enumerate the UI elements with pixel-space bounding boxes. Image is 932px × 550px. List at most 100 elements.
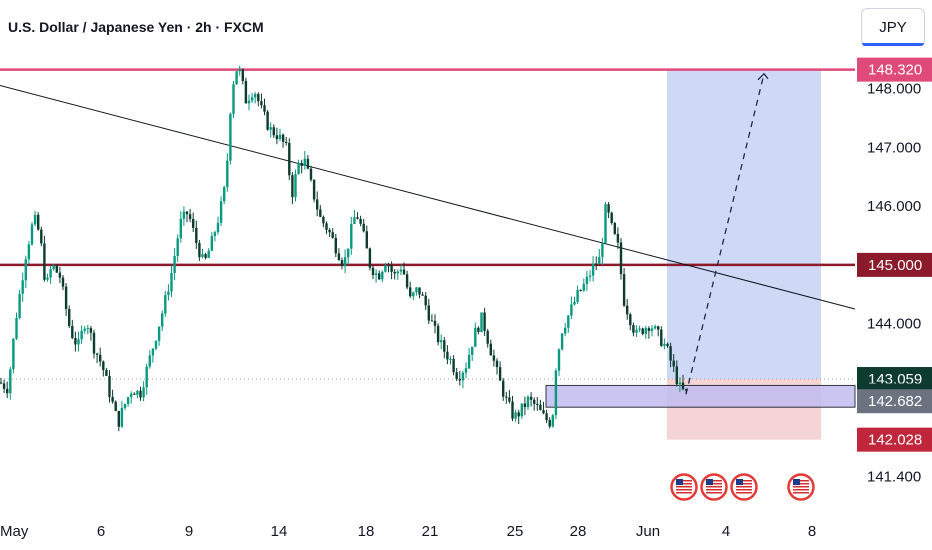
- candle-body: [123, 403, 127, 408]
- candle-body: [443, 340, 446, 352]
- candle-body: [278, 134, 282, 140]
- candle-body: [297, 162, 300, 175]
- candle-body: [337, 253, 341, 261]
- candle-body: [33, 214, 37, 225]
- candle-body: [455, 372, 458, 380]
- candle-body: [604, 204, 607, 244]
- candle-body: [285, 141, 288, 143]
- candle-body: [173, 256, 176, 273]
- candle-body: [6, 388, 9, 394]
- y-tick-label: 144.000: [867, 316, 921, 333]
- candle-body: [644, 328, 647, 334]
- candle-body: [303, 158, 306, 166]
- candle-body: [198, 242, 201, 258]
- candle-body: [663, 343, 666, 346]
- price-tag-box: [857, 427, 932, 452]
- candle-body: [387, 265, 390, 267]
- candle-body: [660, 329, 663, 346]
- candle-body: [133, 393, 136, 395]
- us-flag-icon: [730, 473, 758, 501]
- candle-body: [250, 97, 254, 101]
- candle-body: [210, 236, 213, 251]
- candle-body: [247, 100, 251, 104]
- candle-body: [27, 244, 31, 260]
- y-tick-label: 147.000: [867, 139, 921, 156]
- flag-stripe: [736, 480, 752, 482]
- candle-body: [238, 69, 241, 72]
- y-tick-label: 148.000: [867, 80, 921, 97]
- flag-canton: [793, 479, 800, 485]
- candle-body: [77, 339, 80, 345]
- candle-body: [365, 231, 368, 249]
- flag-stripe: [736, 483, 752, 485]
- x-tick-label: 6: [97, 523, 105, 540]
- x-tick-label: 4: [722, 523, 730, 540]
- us-flag-icon: [700, 473, 728, 501]
- candle-body: [139, 390, 142, 398]
- candle-body: [30, 224, 34, 245]
- candle-body: [55, 265, 58, 273]
- candle-body: [192, 218, 195, 228]
- candle-body: [272, 127, 275, 136]
- candle-body: [567, 315, 570, 328]
- candle-body: [145, 366, 148, 388]
- candle-body: [2, 383, 6, 389]
- x-tick-label: 21: [422, 523, 439, 540]
- candle-body: [37, 214, 40, 230]
- candle-body: [130, 393, 133, 398]
- candle-body: [12, 338, 15, 370]
- candle-body: [18, 293, 21, 319]
- candle-body: [136, 390, 139, 395]
- candle-body: [554, 370, 558, 416]
- candle-body: [427, 305, 430, 321]
- candles-layer: [0, 65, 688, 432]
- candle-body: [650, 328, 654, 331]
- candle-body: [601, 243, 604, 258]
- candle-body: [629, 314, 632, 326]
- flag-stripe: [736, 486, 752, 488]
- price-tag-box: [857, 252, 932, 277]
- candle-body: [520, 403, 523, 417]
- flag-stripe: [706, 480, 722, 482]
- candle-body: [672, 360, 675, 367]
- candle-body: [595, 263, 598, 265]
- candle-body: [464, 368, 468, 373]
- candle-body: [241, 69, 244, 81]
- candle-body: [68, 308, 71, 326]
- candle-body: [619, 242, 623, 275]
- currency-button[interactable]: JPY: [861, 8, 925, 46]
- us-flag-icon: [787, 473, 815, 501]
- flag-stripe: [793, 489, 809, 491]
- candle-body: [111, 396, 114, 402]
- candle-body: [89, 328, 93, 333]
- candle-body: [669, 346, 672, 361]
- candle-body: [474, 327, 477, 347]
- candle-body: [495, 360, 499, 368]
- overlay-layer: [685, 72, 769, 395]
- candle-body: [176, 238, 179, 257]
- entry-zone: [545, 384, 856, 408]
- candle-body: [384, 265, 387, 272]
- flag-stripe: [676, 486, 692, 488]
- candle-body: [452, 358, 455, 373]
- candle-body: [440, 340, 443, 343]
- zones-layer: [545, 69, 856, 440]
- candle-body: [362, 223, 365, 232]
- flag-stripe: [676, 480, 692, 482]
- candle-body: [539, 404, 542, 411]
- candle-body: [613, 222, 616, 234]
- candle-body: [40, 229, 43, 244]
- candle-body: [638, 328, 641, 330]
- candle-body: [157, 326, 161, 341]
- candle-body: [204, 254, 207, 258]
- candle-body: [430, 320, 434, 322]
- candle-body: [167, 291, 170, 296]
- candle-body: [334, 237, 337, 254]
- candle-body: [557, 349, 561, 371]
- x-tick-label: 9: [185, 523, 193, 540]
- candle-body: [331, 232, 334, 238]
- x-tick-label: May: [0, 523, 29, 540]
- candle-body: [560, 333, 564, 350]
- candle-body: [316, 199, 319, 210]
